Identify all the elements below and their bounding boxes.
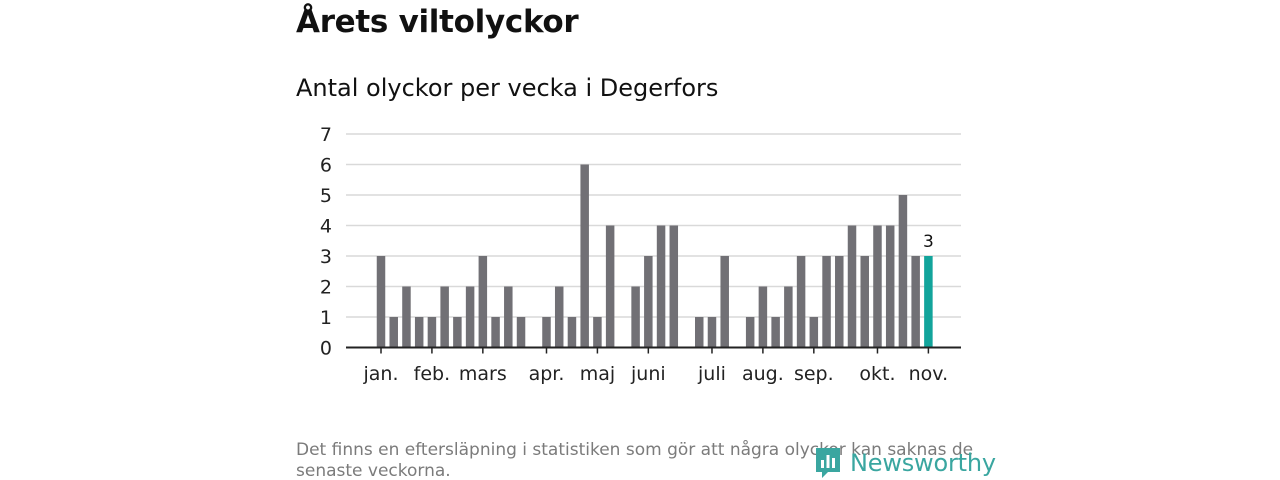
bar xyxy=(593,317,602,348)
footnote: Det finns en eftersläpning i statistiken… xyxy=(296,440,974,480)
bar xyxy=(402,286,411,348)
bar xyxy=(567,317,577,348)
bar xyxy=(504,286,513,348)
x-tick-label: juni xyxy=(630,363,666,385)
bar xyxy=(669,225,679,348)
bar xyxy=(516,317,526,348)
bar xyxy=(873,225,882,348)
bar xyxy=(465,286,475,348)
bar xyxy=(389,317,398,348)
y-tick-label: 5 xyxy=(320,185,332,207)
bar xyxy=(771,317,780,348)
bar xyxy=(720,256,729,348)
bar xyxy=(631,286,640,348)
y-tick-label: 6 xyxy=(320,155,332,177)
x-tick-label: mars xyxy=(459,363,507,385)
bar xyxy=(822,256,831,348)
bar xyxy=(656,225,666,348)
highlight-data-label: 3 xyxy=(923,232,934,252)
x-tick-label: maj xyxy=(580,363,615,385)
x-tick-label: nov. xyxy=(909,363,948,385)
y-tick-label: 0 xyxy=(320,338,332,360)
chart-subtitle: Antal olyckor per vecka i Degerfors xyxy=(296,74,719,102)
bar xyxy=(580,164,589,348)
bar xyxy=(453,317,462,348)
bar xyxy=(860,256,869,348)
bar xyxy=(784,286,793,348)
x-tick-label: sep. xyxy=(794,363,834,385)
brand-name: Newsworthy xyxy=(850,449,996,477)
bar xyxy=(376,256,386,348)
bar xyxy=(695,317,704,348)
bar xyxy=(440,286,449,348)
y-tick-label: 7 xyxy=(320,124,332,146)
brand-logo: Newsworthy xyxy=(814,446,996,480)
bar xyxy=(809,317,819,348)
bar xyxy=(427,317,437,348)
bar xyxy=(898,195,908,348)
bar xyxy=(542,317,551,348)
bar xyxy=(758,286,768,348)
bar xyxy=(835,256,844,348)
bar xyxy=(644,256,653,348)
bar xyxy=(707,317,717,348)
bar xyxy=(796,256,806,348)
bar xyxy=(605,225,615,348)
bar xyxy=(414,317,424,348)
bar xyxy=(478,256,488,348)
bar xyxy=(847,225,857,348)
x-tick-label: jan. xyxy=(362,363,398,385)
x-tick-label: aug. xyxy=(742,363,784,385)
x-tick-label: juli xyxy=(697,363,726,385)
bar xyxy=(554,286,564,348)
x-tick-label: apr. xyxy=(529,363,565,385)
newsworthy-logo-icon xyxy=(816,448,840,478)
x-tick-label: okt. xyxy=(859,363,895,385)
y-tick-label: 2 xyxy=(320,277,332,299)
bar-highlight xyxy=(924,256,933,348)
bar xyxy=(911,256,920,348)
bar xyxy=(885,225,895,348)
y-tick-label: 4 xyxy=(320,216,332,238)
bar xyxy=(745,317,755,348)
bar xyxy=(491,317,500,348)
y-tick-label: 3 xyxy=(320,246,332,268)
y-tick-label: 1 xyxy=(320,307,332,329)
page-title: Årets viltolyckor xyxy=(296,4,579,40)
x-tick-label: feb. xyxy=(414,363,450,385)
